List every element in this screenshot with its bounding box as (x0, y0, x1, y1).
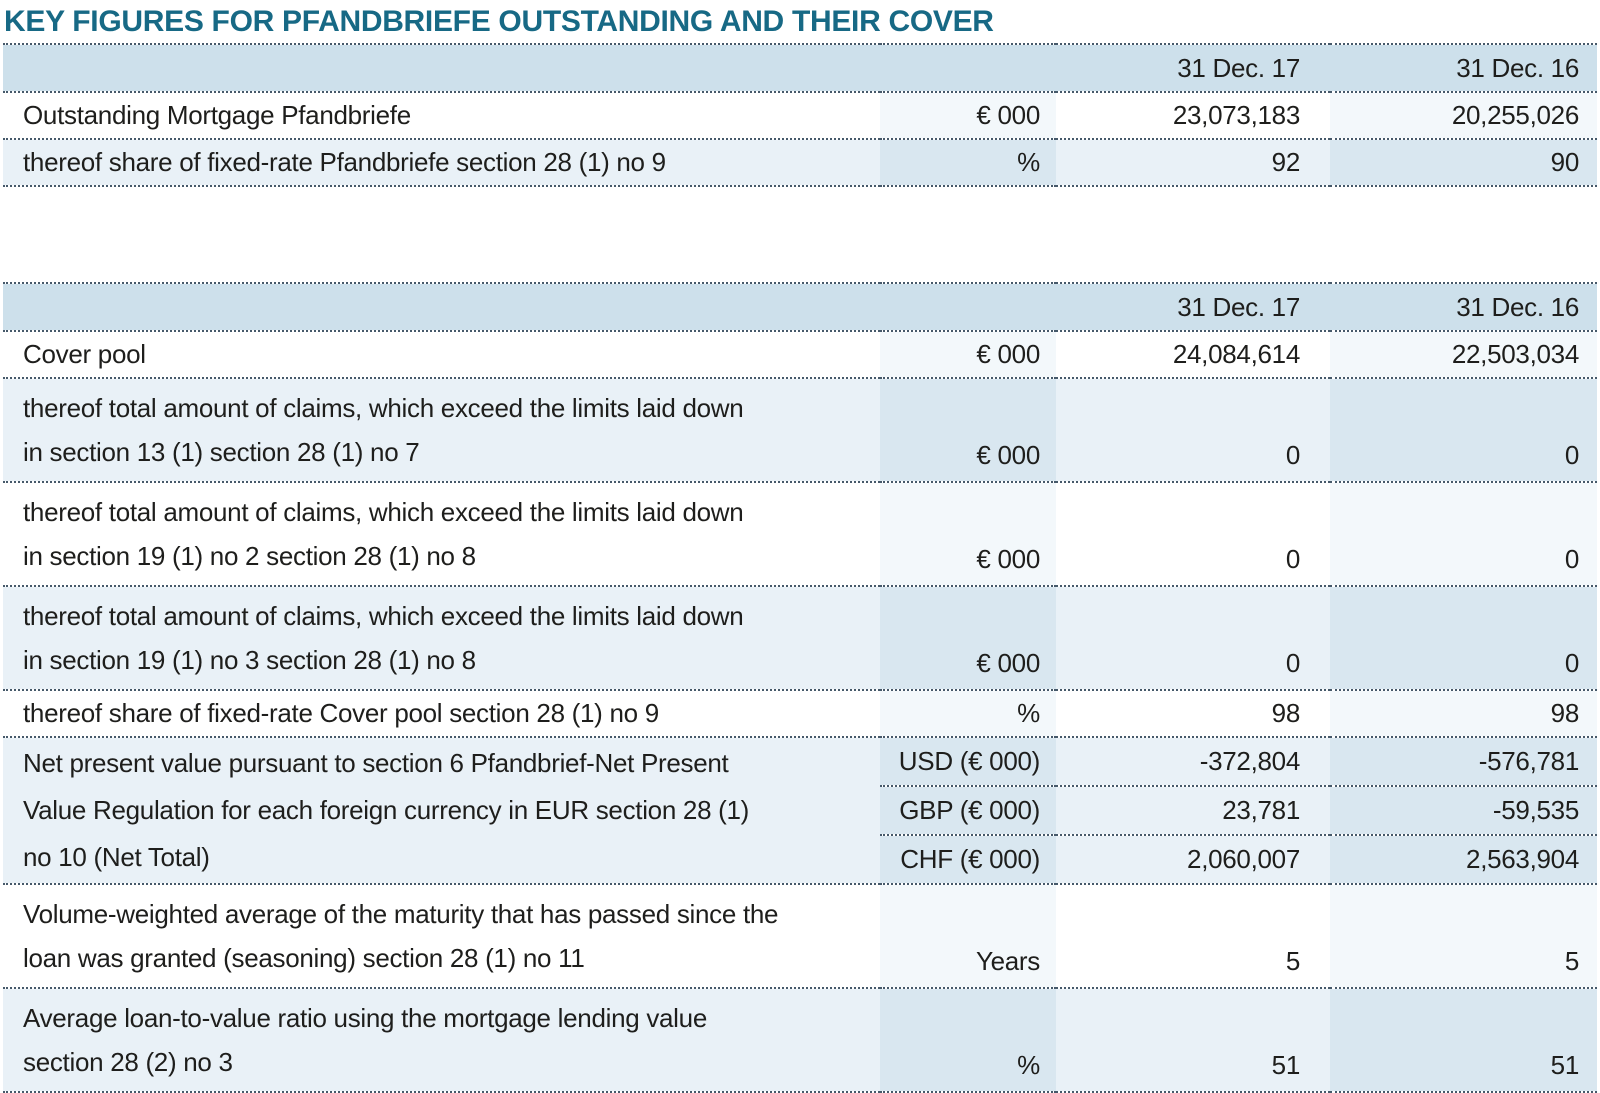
column-header-2017: 31 Dec. 17 (1056, 43, 1330, 93)
value-2016: -59,535 (1330, 786, 1597, 836)
row-label-line: in section 13 (1) section 28 (1) no 7 (23, 437, 420, 467)
table-row: GBP (€ 000) 23,781 -59,535 (3, 786, 1597, 836)
row-label: Average loan-to-value ratio using the mo… (3, 988, 880, 1093)
table-row: thereof share of fixed-rate Cover pool s… (3, 690, 1597, 738)
row-label: thereof total amount of claims, which ex… (3, 482, 880, 587)
value-2016: 0 (1330, 586, 1597, 691)
value-2016: -576,781 (1330, 737, 1597, 787)
table-row: thereof total amount of claims, which ex… (3, 482, 1597, 587)
unit-cell: € 000 (880, 92, 1056, 140)
row-label-line: Value Regulation for each foreign curren… (23, 795, 750, 825)
table-row: thereof total amount of claims, which ex… (3, 586, 1597, 691)
table-row: CHF (€ 000) 2,060,007 2,563,904 (3, 835, 1597, 885)
value-2016: 20,255,026 (1330, 92, 1597, 140)
column-header-2016: 31 Dec. 16 (1330, 282, 1597, 332)
unit-cell: % (880, 988, 1056, 1093)
value-2016: 90 (1330, 139, 1597, 187)
value-2016: 51 (1330, 988, 1597, 1093)
table-row: thereof total amount of claims, which ex… (3, 378, 1597, 483)
table-header-row: 31 Dec. 17 31 Dec. 16 (3, 43, 1597, 93)
row-label-line: thereof total amount of claims, which ex… (23, 497, 744, 527)
currency-unit-cell: USD (€ 000) (880, 737, 1056, 787)
header-spacer (3, 43, 880, 93)
row-label-line: in section 19 (1) no 2 section 28 (1) no… (23, 541, 476, 571)
header-spacer (880, 43, 1056, 93)
value-2017: 23,073,183 (1056, 92, 1330, 140)
column-header-2016: 31 Dec. 16 (1330, 43, 1597, 93)
page-title: KEY FIGURES FOR PFANDBRIEFE OUTSTANDING … (4, 5, 994, 38)
row-label-line: section 28 (2) no 3 (23, 1047, 233, 1077)
value-2016: 2,563,904 (1330, 835, 1597, 885)
unit-cell: % (880, 139, 1056, 187)
value-2016: 5 (1330, 884, 1597, 989)
row-label: thereof share of fixed-rate Cover pool s… (3, 690, 880, 738)
column-header-2017: 31 Dec. 17 (1056, 282, 1330, 332)
row-label-line: Net present value pursuant to section 6 … (23, 748, 729, 778)
row-label: thereof share of fixed-rate Pfandbriefe … (3, 139, 880, 187)
value-2017: 0 (1056, 586, 1330, 691)
unit-cell: € 000 (880, 482, 1056, 587)
unit-cell: % (880, 690, 1056, 738)
header-spacer (880, 282, 1056, 332)
table-row: Net present value pursuant to section 6 … (3, 737, 1597, 885)
value-2016: 98 (1330, 690, 1597, 738)
header-spacer (3, 282, 880, 332)
table-row: Volume-weighted average of the maturity … (3, 884, 1597, 989)
row-label-line: Average loan-to-value ratio using the mo… (23, 1003, 707, 1033)
row-label-line: thereof total amount of claims, which ex… (23, 393, 744, 423)
table-header-row: 31 Dec. 17 31 Dec. 16 (3, 282, 1597, 332)
table-row: Average loan-to-value ratio using the mo… (3, 988, 1597, 1093)
unit-cell: € 000 (880, 586, 1056, 691)
value-2016: 0 (1330, 378, 1597, 483)
currency-unit-cell: CHF (€ 000) (880, 835, 1056, 885)
value-2017: 51 (1056, 988, 1330, 1093)
value-2017: 5 (1056, 884, 1330, 989)
value-2017: 2,060,007 (1056, 835, 1330, 885)
unit-cell: € 000 (880, 331, 1056, 379)
value-2017: 0 (1056, 482, 1330, 587)
row-label: thereof total amount of claims, which ex… (3, 586, 880, 691)
row-label: Volume-weighted average of the maturity … (3, 884, 880, 989)
row-label-line: Volume-weighted average of the maturity … (23, 899, 779, 929)
row-label: thereof total amount of claims, which ex… (3, 378, 880, 483)
table-row: Outstanding Mortgage Pfandbriefe € 000 2… (3, 92, 1597, 140)
value-2017: -372,804 (1056, 737, 1330, 787)
table-row: Cover pool € 000 24,084,614 22,503,034 (3, 331, 1597, 379)
value-2017: 0 (1056, 378, 1330, 483)
table-row: thereof share of fixed-rate Pfandbriefe … (3, 139, 1597, 187)
row-label-line: no 10 (Net Total) (23, 842, 210, 872)
unit-cell: Years (880, 884, 1056, 989)
row-label-line: loan was granted (seasoning) section 28 … (23, 943, 585, 973)
value-2016: 22,503,034 (1330, 331, 1597, 379)
currency-unit-cell: GBP (€ 000) (880, 786, 1056, 836)
row-label: Net present value pursuant to section 6 … (3, 737, 880, 885)
value-2016: 0 (1330, 482, 1597, 587)
pfandbriefe-outstanding-table: 31 Dec. 17 31 Dec. 16 Outstanding Mortga… (3, 43, 1597, 187)
unit-cell: € 000 (880, 378, 1056, 483)
value-2017: 23,781 (1056, 786, 1330, 836)
value-2017: 92 (1056, 139, 1330, 187)
row-label: Cover pool (3, 331, 880, 379)
value-2017: 98 (1056, 690, 1330, 738)
row-label-line: in section 19 (1) no 3 section 28 (1) no… (23, 645, 476, 675)
cover-pool-table: 31 Dec. 17 31 Dec. 16 Cover pool € 000 2… (3, 282, 1597, 1093)
value-2017: 24,084,614 (1056, 331, 1330, 379)
row-label: Outstanding Mortgage Pfandbriefe (3, 92, 880, 140)
row-label-line: thereof total amount of claims, which ex… (23, 601, 744, 631)
